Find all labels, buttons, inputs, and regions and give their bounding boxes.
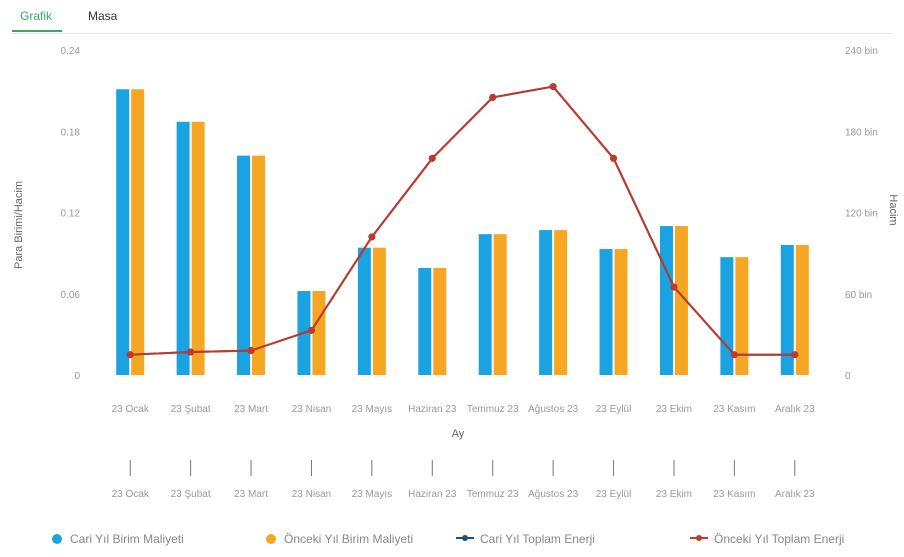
x-tick-label: 23 Kasım bbox=[713, 404, 755, 415]
bar-previous-cost bbox=[795, 245, 809, 375]
y-tick-label-left: 0.12 bbox=[61, 209, 81, 220]
bar-current-cost bbox=[176, 121, 190, 375]
bar-current-cost bbox=[357, 247, 371, 375]
bar-current-cost bbox=[237, 155, 251, 375]
bar-previous-cost bbox=[312, 291, 326, 375]
x-tick-label-secondary: 23 Eylül bbox=[596, 489, 632, 500]
x-tick-label-secondary: 23 Nisan bbox=[292, 489, 331, 500]
x-tick-label: 23 Mart bbox=[234, 404, 268, 415]
lines bbox=[126, 83, 799, 359]
bars bbox=[116, 89, 809, 375]
bar-previous-cost bbox=[735, 257, 749, 375]
series-previous-energy-point bbox=[610, 154, 618, 162]
series-previous-energy-point bbox=[549, 83, 557, 91]
x-tick-label-secondary: Ağustos 23 bbox=[528, 489, 578, 500]
y-tick-label-left: 0.24 bbox=[61, 46, 81, 57]
active-tab-indicator bbox=[12, 30, 62, 32]
legend-swatch-previous-energy bbox=[690, 535, 708, 541]
x-tick-label: 23 Nisan bbox=[292, 404, 331, 415]
series-previous-energy-point bbox=[489, 93, 497, 101]
legend-swatch-current-energy bbox=[456, 535, 474, 541]
x-tick-labels: 23 Ocak 23 Şubat 23 Mart 23 Nisan 23 Mayıs Ha… bbox=[112, 404, 815, 415]
bar-previous-cost bbox=[674, 226, 688, 375]
tab-masa[interactable]: Masa bbox=[88, 9, 118, 23]
y-tick-label-right: 120 bin bbox=[845, 209, 878, 220]
y-tick-label-right: 0 bbox=[845, 371, 851, 382]
bar-current-cost bbox=[780, 245, 794, 375]
bar-previous-cost bbox=[614, 249, 628, 375]
bar-previous-cost bbox=[433, 268, 447, 375]
bar-current-cost bbox=[478, 234, 492, 375]
bar-current-cost bbox=[418, 268, 432, 375]
bar-previous-cost bbox=[131, 89, 145, 375]
y-tick-label-left: 0 bbox=[74, 371, 80, 382]
x-tick-label-secondary: Temmuz 23 bbox=[467, 489, 519, 500]
axes: 0 0.06 0.12 0.18 0.24 0 60 bin 120 bin 180 bin 24… bbox=[61, 46, 878, 382]
x-tick-label: 23 Ocak bbox=[112, 404, 150, 415]
series-previous-energy-point bbox=[670, 283, 678, 291]
x-tick-label: Ağustos 23 bbox=[528, 404, 578, 415]
series-previous-energy-point bbox=[730, 351, 738, 359]
y-tick-label-right: 180 bin bbox=[845, 127, 878, 138]
series-previous-energy-point bbox=[187, 348, 195, 356]
x-tick-label-secondary: 23 Mayıs bbox=[352, 489, 393, 500]
bar-current-cost bbox=[599, 249, 613, 375]
legend-label: Cari Yıl Toplam Enerji bbox=[480, 532, 595, 546]
bar-previous-cost bbox=[191, 121, 205, 375]
bar-previous-cost bbox=[252, 155, 266, 375]
secondary-x-axis: 23 Ocak 23 Şubat 23 Mart 23 Nisan 23 Mayıs Ha… bbox=[112, 460, 815, 500]
x-tick-label-secondary: 23 Ekim bbox=[656, 489, 692, 500]
legend-swatch-previous-cost bbox=[266, 534, 276, 544]
legend: Cari Yıl Birim Maliyeti Önceki Yıl Birim… bbox=[0, 528, 904, 550]
legend-item-current-cost[interactable]: Cari Yıl Birim Maliyeti bbox=[52, 532, 184, 546]
bar-previous-cost bbox=[372, 247, 386, 375]
series-previous-energy-point bbox=[791, 351, 799, 359]
x-tick-label: 23 Ekim bbox=[656, 404, 692, 415]
bar-current-cost bbox=[720, 257, 734, 375]
x-tick-label-secondary: Aralık 23 bbox=[775, 489, 815, 500]
x-tick-label-secondary: 23 Kasım bbox=[713, 489, 755, 500]
bar-current-cost bbox=[539, 230, 553, 375]
legend-item-previous-energy[interactable]: Önceki Yıl Toplam Enerji bbox=[690, 532, 844, 546]
x-axis-label: Ay bbox=[452, 428, 465, 440]
bar-current-cost bbox=[116, 89, 130, 375]
series-previous-energy-point bbox=[368, 233, 376, 241]
bar-current-cost bbox=[659, 226, 673, 375]
x-tick-label: 23 Mayıs bbox=[352, 404, 393, 415]
x-tick-label: Haziran 23 bbox=[408, 404, 457, 415]
legend-label: Önceki Yıl Birim Maliyeti bbox=[284, 532, 414, 546]
y-tick-label-left: 0.18 bbox=[61, 127, 81, 138]
series-previous-energy-point bbox=[428, 154, 436, 162]
y-axis-label-left: Para Birimi/Hacim bbox=[13, 181, 25, 269]
y-tick-label-right: 60 bin bbox=[845, 290, 872, 301]
legend-swatch-current-cost bbox=[52, 534, 62, 544]
x-tick-label-secondary: 23 Ocak bbox=[112, 489, 150, 500]
tab-bar: Grafik Masa bbox=[0, 0, 904, 38]
x-tick-label: Aralık 23 bbox=[775, 404, 815, 415]
tab-grafik[interactable]: Grafik bbox=[20, 9, 53, 23]
legend-label: Cari Yıl Birim Maliyeti bbox=[70, 532, 184, 546]
series-previous-energy-point bbox=[307, 326, 315, 334]
series-previous-energy-point bbox=[126, 351, 134, 359]
y-tick-label-left: 0.06 bbox=[61, 290, 81, 301]
series-previous-energy-point bbox=[247, 347, 255, 355]
bar-previous-cost bbox=[554, 230, 568, 375]
y-tick-label-right: 240 bin bbox=[845, 46, 878, 57]
y-axis-label-right: Hacim bbox=[887, 194, 899, 225]
series-previous-energy-line bbox=[130, 85, 795, 356]
x-tick-label: 23 Eylül bbox=[596, 404, 632, 415]
x-tick-label: 23 Şubat bbox=[171, 404, 211, 415]
bar-previous-cost bbox=[493, 234, 507, 375]
tab-divider bbox=[12, 33, 892, 34]
legend-item-previous-cost[interactable]: Önceki Yıl Birim Maliyeti bbox=[266, 532, 413, 546]
legend-label: Önceki Yıl Toplam Enerji bbox=[714, 532, 845, 546]
x-tick-label: Temmuz 23 bbox=[467, 404, 519, 415]
x-tick-label-secondary: 23 Şubat bbox=[171, 489, 211, 500]
x-tick-label-secondary: 23 Mart bbox=[234, 489, 268, 500]
x-tick-label-secondary: Haziran 23 bbox=[408, 489, 457, 500]
legend-item-current-energy[interactable]: Cari Yıl Toplam Enerji bbox=[456, 532, 595, 546]
